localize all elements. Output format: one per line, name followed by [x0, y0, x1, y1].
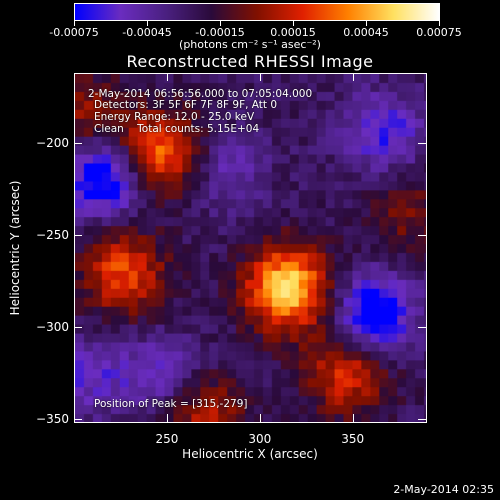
peak-position-annotation: Position of Peak = [315,-279] [94, 398, 248, 410]
x-tick [352, 414, 354, 422]
x-tick-label: 250 [155, 432, 179, 446]
x-tick-label: 350 [341, 432, 365, 446]
clean-counts-annotation: Clean Total counts: 5.15E+04 [94, 123, 260, 135]
y-tick [74, 143, 82, 144]
colorbar-tick [439, 21, 440, 26]
colorbar-tick-label: 0.00015 [270, 26, 316, 39]
chart-title: Reconstructed RHESSI Image [126, 52, 374, 71]
x-axis-label: Heliocentric X (arcsec) [182, 447, 318, 461]
plot-area: 2-May-2014 06:56:56.000 to 07:05:04.000 … [74, 73, 427, 423]
y-tick [418, 419, 426, 421]
x-tick [259, 73, 261, 81]
y-tick [418, 235, 426, 237]
x-tick [259, 414, 261, 422]
y-tick [418, 327, 426, 329]
y-tick [74, 327, 82, 329]
timestamp: 2-May-2014 02:35 [393, 483, 494, 496]
colorbar-tick-label: -0.00015 [195, 26, 245, 39]
y-tick [418, 143, 426, 144]
energy-range-annotation: Energy Range: 12.0 - 25.0 keV [94, 111, 255, 123]
y-tick-label: −300 [36, 320, 69, 335]
colorbar-units-label: (photons cm⁻² s⁻¹ asec⁻²) [179, 38, 321, 51]
colorbar-tick [147, 21, 148, 26]
y-tick-label: −250 [36, 228, 69, 243]
heatmap-image [75, 74, 426, 422]
colorbar-tick [74, 21, 75, 26]
colorbar-tick-label: -0.00045 [122, 26, 172, 39]
x-tick [352, 73, 354, 81]
y-tick-label: −350 [36, 412, 69, 427]
y-axis-label: Heliocentric Y (arcsec) [8, 180, 22, 316]
x-tick [166, 414, 168, 422]
colorbar-tick [366, 21, 367, 26]
detectors-annotation: Detectors: 3F 5F 6F 7F 8F 9F, Att 0 [94, 99, 278, 111]
y-tick [74, 235, 82, 237]
x-tick-label: 300 [248, 432, 272, 446]
colorbar-tick-label: 0.00045 [343, 26, 389, 39]
colorbar-tick-label: -0.00075 [49, 26, 99, 39]
y-tick [74, 419, 82, 421]
colorbar [74, 3, 440, 21]
y-tick-label: −200 [36, 136, 69, 150]
time-range-annotation: 2-May-2014 06:56:56.000 to 07:05:04.000 [88, 88, 313, 100]
colorbar-tick [293, 21, 294, 26]
colorbar-tick-label: 0.00075 [416, 26, 462, 39]
x-tick [166, 73, 168, 81]
colorbar-tick [220, 21, 221, 26]
